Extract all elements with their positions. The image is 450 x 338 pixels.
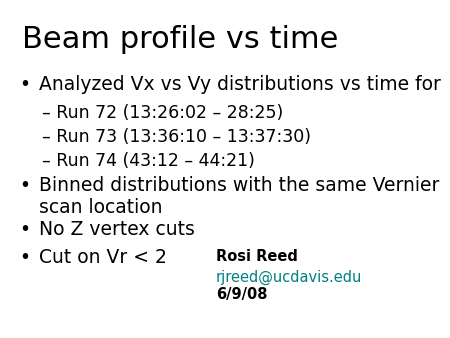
Text: •: •	[19, 248, 31, 267]
Text: •: •	[19, 176, 31, 195]
Text: Beam profile vs time: Beam profile vs time	[22, 25, 338, 54]
Text: rjreed@ucdavis.edu: rjreed@ucdavis.edu	[216, 270, 362, 285]
Text: Rosi Reed: Rosi Reed	[216, 249, 298, 264]
Text: Binned distributions with the same Vernier
scan location: Binned distributions with the same Verni…	[39, 176, 439, 217]
Text: – Run 74 (43:12 – 44:21): – Run 74 (43:12 – 44:21)	[42, 152, 255, 170]
Text: No Z vertex cuts: No Z vertex cuts	[39, 220, 195, 239]
Text: – Run 73 (13:36:10 – 13:37:30): – Run 73 (13:36:10 – 13:37:30)	[42, 128, 311, 146]
Text: •: •	[19, 75, 31, 94]
Text: Cut on Vr < 2: Cut on Vr < 2	[39, 248, 167, 267]
Text: 6/9/08: 6/9/08	[216, 287, 267, 302]
Text: •: •	[19, 220, 31, 239]
Text: – Run 72 (13:26:02 – 28:25): – Run 72 (13:26:02 – 28:25)	[42, 104, 284, 122]
Text: Analyzed Vx vs Vy distributions vs time for: Analyzed Vx vs Vy distributions vs time …	[39, 75, 441, 94]
